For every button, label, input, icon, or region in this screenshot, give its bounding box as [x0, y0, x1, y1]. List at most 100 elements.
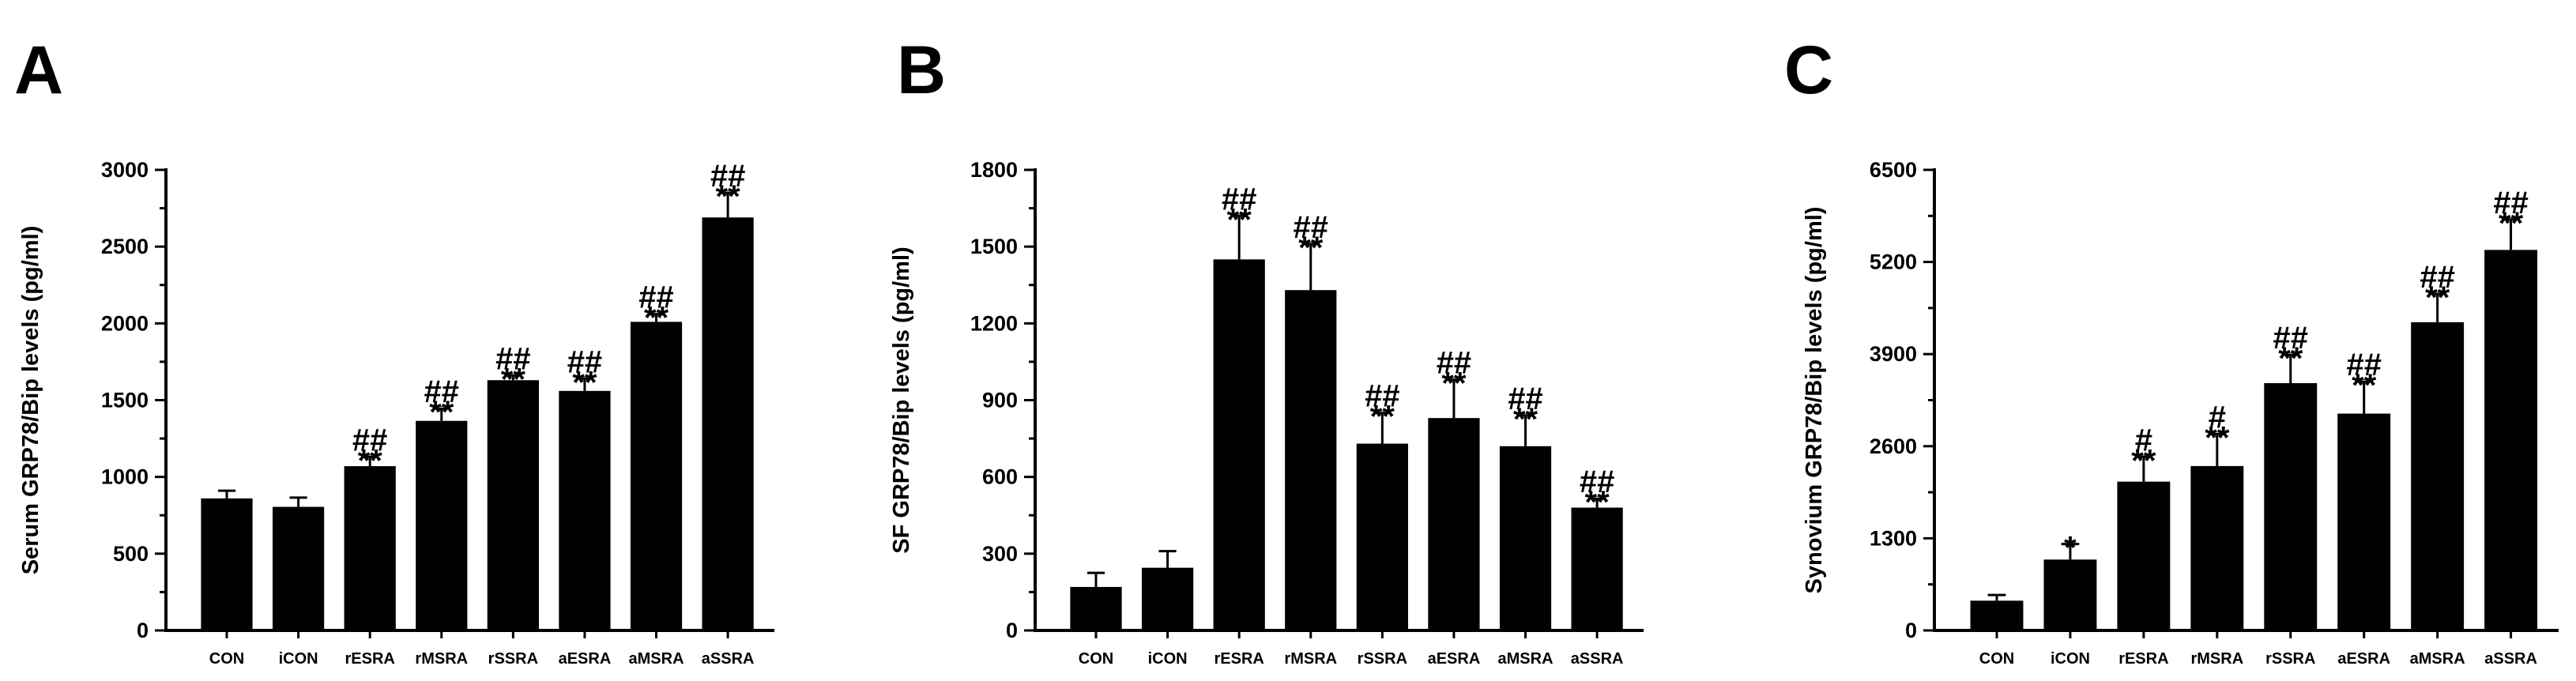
y-tick-label: 0 — [1905, 619, 1917, 642]
y-tick-label: 1500 — [101, 389, 149, 412]
bar-rMSRA — [416, 420, 468, 630]
x-tick-label: aESRA — [2337, 650, 2390, 668]
x-tick-label: rMSRA — [1284, 650, 1337, 668]
y-tick-label: 500 — [113, 542, 149, 566]
significance-hash: ## — [1294, 210, 1329, 245]
y-axis-label: Serum GRP78/Bip levels (pg/ml) — [18, 226, 43, 575]
x-tick-label: CON — [1979, 650, 2014, 668]
x-tick-label: aSSRA — [1571, 650, 1624, 668]
significance-star: ** — [572, 365, 597, 400]
x-tick-label: aESRA — [559, 650, 612, 668]
bar-aESRA — [2337, 413, 2391, 630]
panel-letter: A — [14, 32, 63, 108]
y-tick-label: 0 — [1006, 619, 1018, 642]
significance-star: ** — [1227, 202, 1252, 237]
y-tick-label: 6500 — [1870, 158, 1917, 182]
y-tick-label: 3900 — [1870, 342, 1917, 366]
y-tick-label: 1500 — [970, 235, 1018, 258]
bar-rESRA — [344, 466, 396, 630]
significance-hash: ## — [2493, 186, 2529, 220]
significance-star: * — [2064, 531, 2077, 566]
bar-aSSRA — [2484, 250, 2538, 630]
x-tick-label: CON — [1079, 650, 1113, 668]
significance-star: ** — [644, 301, 669, 336]
significance-star: ** — [1513, 402, 1538, 437]
y-tick-label: 2000 — [101, 311, 149, 335]
x-tick-label: aMSRA — [1498, 650, 1554, 668]
bar-aMSRA — [2411, 322, 2465, 630]
y-axis-label: Synovium GRP78/Bip levels (pg/ml) — [1802, 207, 1827, 594]
bar-rSSRA — [2264, 382, 2318, 630]
bar-aSSRA — [1571, 507, 1623, 630]
y-tick-label: 0 — [137, 619, 149, 642]
chart-panel-a: A Serum GRP78/Bip levels (pg/ml) 0 500 1000 1… — [14, 32, 774, 668]
x-tick-label: aMSRA — [2410, 650, 2465, 668]
bar-iCON — [2043, 559, 2097, 630]
y-tick-label: 2600 — [1870, 435, 1917, 458]
significance-hash: ## — [2420, 260, 2455, 295]
significance-star: ** — [501, 362, 526, 397]
significance-star: ** — [1585, 485, 1610, 520]
significance-star: ** — [2352, 368, 2377, 403]
bar-rESRA — [1213, 259, 1265, 630]
bar-aSSRA — [702, 217, 754, 630]
significance-star: ** — [429, 395, 454, 430]
significance-hash: ## — [1580, 465, 1615, 499]
significance-hash: # — [2135, 423, 2152, 457]
x-tick-label: rMSRA — [2190, 650, 2243, 668]
panel-letter: C — [1784, 32, 1833, 108]
significance-hash: ## — [495, 341, 531, 376]
y-tick-label: 1300 — [1870, 526, 1917, 550]
bar-rSSRA — [487, 380, 539, 630]
x-tick-label: iCON — [2051, 650, 2090, 668]
significance-star: ** — [2131, 443, 2156, 478]
x-tick-label: rESRA — [345, 650, 394, 668]
bar-aMSRA — [630, 322, 683, 630]
y-tick-label: 900 — [982, 389, 1018, 412]
significance-hash: ## — [424, 374, 460, 409]
x-tick-label: iCON — [1148, 650, 1188, 668]
significance-hash: ## — [567, 344, 603, 379]
x-tick-label: aESRA — [1428, 650, 1481, 668]
x-tick-label: rMSRA — [415, 650, 468, 668]
bar-rESRA — [2117, 481, 2171, 630]
bar-iCON — [272, 506, 325, 630]
significance-hash: ## — [1222, 182, 1257, 216]
chart-panel-c: C Synovium GRP78/Bip levels (pg/ml) 0 1300 2… — [1784, 32, 2559, 668]
significance-star: ** — [716, 179, 741, 214]
y-tick-label: 300 — [982, 542, 1018, 566]
x-tick-label: rESRA — [1214, 650, 1264, 668]
significance-hash: ## — [638, 280, 674, 315]
significance-hash: ## — [2346, 348, 2382, 382]
significance-star: ** — [2499, 206, 2524, 241]
y-tick-label: 1000 — [101, 465, 149, 489]
bar-CON — [1970, 600, 2024, 630]
significance-star: ** — [1441, 367, 1467, 401]
bar-rMSRA — [1285, 290, 1337, 630]
significance-star: ** — [1370, 400, 1395, 435]
x-tick-label: rESRA — [2118, 650, 2168, 668]
bar-CON — [1070, 586, 1122, 630]
x-tick-label: rSSRA — [2265, 650, 2315, 668]
significance-star: ** — [1298, 231, 1324, 265]
x-tick-label: CON — [209, 650, 244, 668]
significance-hash: ## — [1508, 382, 1543, 416]
x-tick-label: aSSRA — [2484, 650, 2537, 668]
bar-iCON — [1141, 567, 1194, 630]
chart-panel-b: B SF GRP78/Bip levels (pg/ml) 0 300 600 900 12… — [889, 32, 1644, 668]
y-tick-label: 3000 — [101, 158, 149, 182]
significance-star: ** — [358, 443, 383, 478]
significance-hash: ## — [1365, 379, 1400, 414]
bar-aESRA — [1428, 418, 1480, 630]
significance-star: ** — [2425, 280, 2450, 315]
y-tick-label: 1800 — [970, 158, 1018, 182]
x-tick-label: rSSRA — [1358, 650, 1407, 668]
x-tick-label: iCON — [279, 650, 318, 668]
significance-hash: ## — [2273, 321, 2309, 356]
bar-aMSRA — [1499, 446, 1552, 630]
bar-aESRA — [559, 390, 611, 630]
y-tick-label: 2500 — [101, 235, 149, 258]
y-tick-label: 5200 — [1870, 250, 1917, 274]
y-tick-label: 600 — [982, 465, 1018, 489]
